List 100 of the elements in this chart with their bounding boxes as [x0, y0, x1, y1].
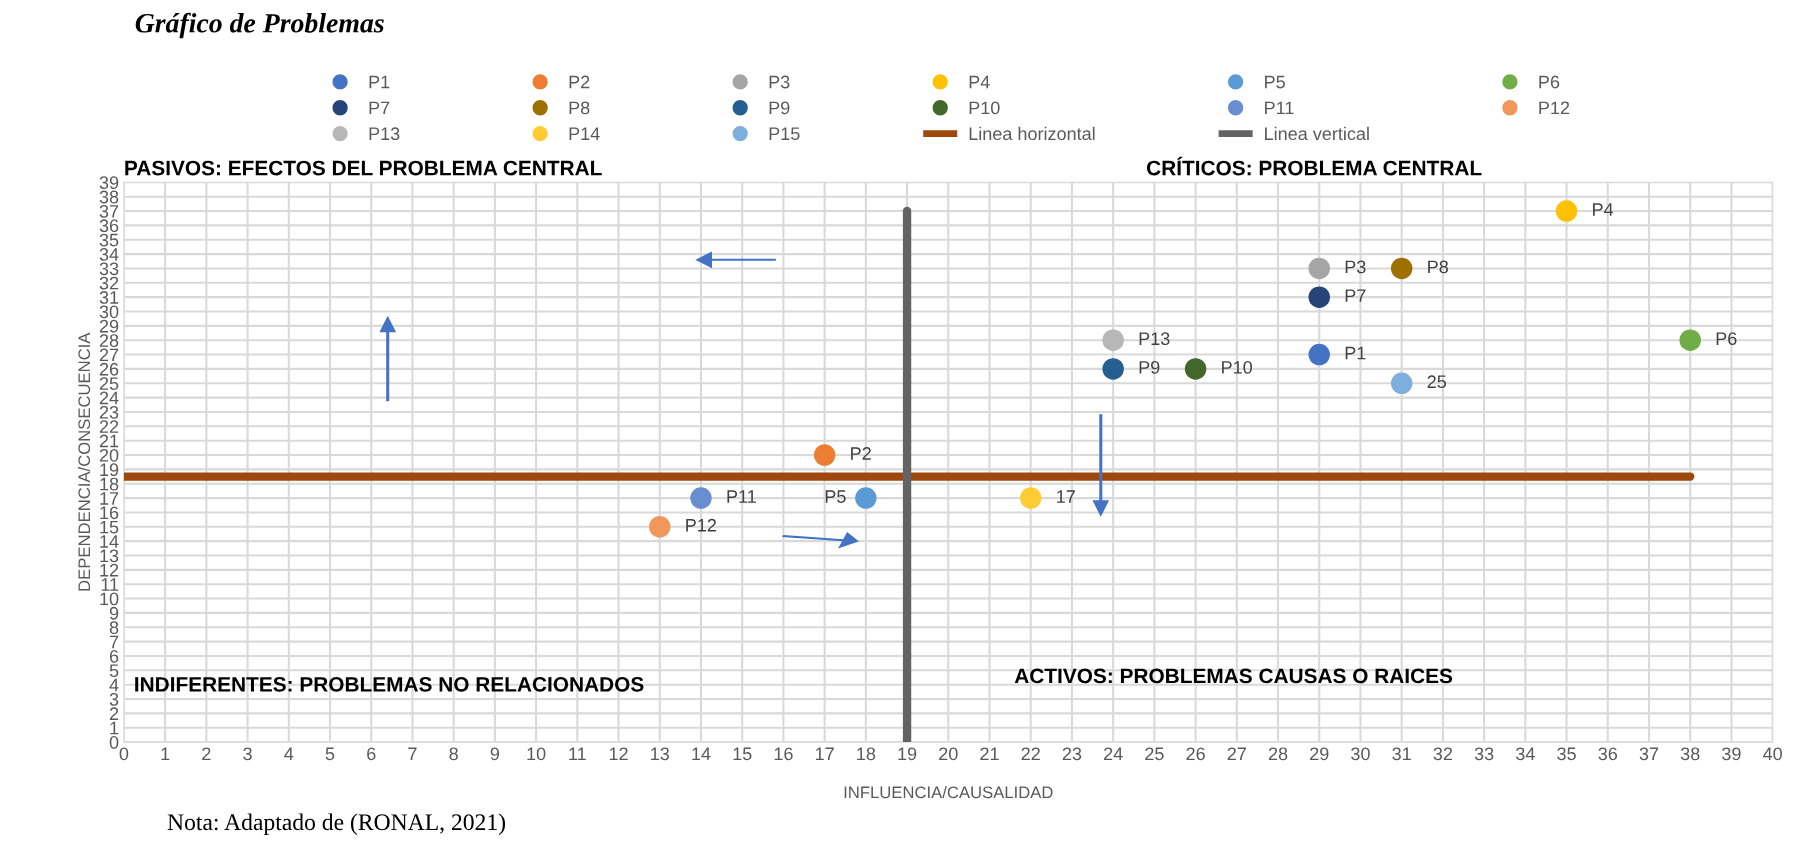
y-tick-label: 23: [99, 405, 119, 419]
x-tick-label: 38: [1680, 747, 1700, 761]
x-tick-label: 1: [161, 747, 170, 761]
legend-label: P2: [569, 75, 590, 89]
y-tick-label: 18: [100, 477, 119, 491]
y-tick-label: 26: [99, 362, 119, 376]
x-tick-label: 6: [367, 747, 376, 761]
point: [1679, 329, 1701, 351]
y-tick-label: 38: [99, 190, 119, 204]
legend-label: P4: [969, 75, 990, 89]
x-tick-label: 32: [1433, 747, 1453, 761]
y-tick-label: 32: [99, 276, 119, 290]
x-tick-label: 39: [1722, 747, 1741, 761]
data-label: P13: [1139, 332, 1170, 346]
x-tick-label: 12: [609, 747, 628, 761]
x-tick-label: 24: [1104, 747, 1123, 761]
x-tick-label: 17: [815, 747, 834, 761]
y-tick-label: 15: [100, 520, 119, 534]
x-tick-label: 3: [243, 747, 252, 761]
y-tick-label: 11: [101, 578, 119, 591]
point: [813, 444, 836, 466]
point: [690, 487, 712, 509]
point: [1019, 487, 1042, 509]
data-label: P12: [686, 518, 716, 532]
x-tick-label: 2: [202, 747, 211, 761]
x-tick-label: 40: [1763, 747, 1782, 761]
annotation: INDIFERENTES: PROBLEMAS NO RELACIONADOS: [135, 676, 644, 692]
legend-label: P15: [769, 127, 800, 141]
x-tick-label: 22: [1021, 747, 1040, 761]
data-label: P3: [1345, 260, 1366, 274]
y-tick-label: 25: [99, 377, 119, 390]
point: [1308, 343, 1331, 366]
legend-label: Linea vertical: [1265, 126, 1369, 141]
legend-label: P14: [569, 127, 600, 140]
x-tick-label: 28: [1268, 747, 1288, 761]
x-tick-label: 36: [1598, 747, 1618, 761]
x-tick-label: 34: [1515, 747, 1535, 761]
y-tick-label: 3: [109, 692, 119, 706]
data-label: P11: [727, 490, 756, 503]
y-tick-label: 9: [109, 606, 119, 620]
data-label: P8: [1428, 260, 1448, 274]
legend-label: P12: [1539, 101, 1570, 115]
text: Nota: Adaptado de (RONAL, 2021): [167, 813, 506, 835]
y-tick-label: 36: [99, 219, 119, 233]
legend-label: P10: [969, 101, 1000, 115]
x-tick-label: 10: [527, 747, 546, 761]
x-tick-label: 14: [692, 747, 711, 761]
y-tick-label: 1: [110, 721, 119, 735]
y-tick-label: 33: [99, 262, 119, 276]
legend-label: Linea horizontal: [969, 126, 1095, 141]
chart-title: Gráfico de Problemas: [135, 12, 384, 39]
y-tick-label: 5: [109, 664, 119, 678]
text: PASIVOS: EFECTOS DEL PROBLEMA CENTRAL: [125, 160, 602, 176]
point: [1102, 329, 1124, 351]
x-tick-label: 26: [1186, 747, 1205, 761]
x-tick-label: 11: [569, 747, 586, 761]
point: [1102, 358, 1124, 380]
x-tick-label: 33: [1474, 747, 1494, 761]
x-tick-label: 27: [1227, 747, 1246, 761]
data-label: P4: [1593, 203, 1614, 216]
x-tick-label: 8: [449, 747, 458, 761]
x-tick-label: 20: [939, 747, 958, 761]
y-tick-label: 30: [99, 305, 119, 319]
data-label: P5: [825, 490, 846, 503]
point: [1555, 200, 1578, 222]
y-tick-label: 7: [109, 635, 119, 649]
y-tick-label: 14: [100, 535, 119, 548]
annotation: ACTIVOS: PROBLEMAS CAUSAS O RAICES: [1014, 668, 1453, 684]
y-tick-label: 37: [99, 204, 119, 218]
x-axis-title: INFLUENCIA/CAUSALIDAD: [844, 786, 1053, 799]
x-tick-label: 4: [284, 747, 294, 761]
legend-label: P5: [1265, 75, 1285, 89]
y-tick-label: 31: [99, 291, 119, 304]
x-tick-label: 0: [119, 747, 129, 761]
x-tick-label: 19: [898, 747, 917, 761]
legend-label: P11: [1265, 101, 1294, 115]
text: CRÍTICOS: PROBLEMA CENTRAL: [1146, 156, 1482, 176]
y-axis-title: DEPENDENCIA/CONSECUENCIA: [77, 332, 91, 591]
legend-label: P13: [369, 127, 400, 141]
y-tick-label: 19: [100, 463, 119, 477]
legend-label: P3: [769, 75, 790, 89]
point: [1390, 257, 1413, 280]
y-tick-label: 13: [100, 549, 119, 563]
y-tick-label: 29: [99, 319, 119, 333]
x-tick-label: 25: [1145, 747, 1164, 761]
point: [1390, 372, 1413, 395]
legend-label: P1: [369, 75, 390, 89]
y-tick-label: 21: [99, 434, 119, 448]
x-tick-label: 37: [1639, 747, 1659, 761]
data-label: P1: [1345, 346, 1366, 360]
x-tick-label: 21: [980, 747, 999, 761]
y-tick-label: 6: [109, 649, 119, 663]
y-tick-label: 34: [99, 248, 119, 261]
data-label: P7: [1345, 289, 1366, 302]
y-tick-label: 17: [100, 492, 119, 505]
point: [649, 516, 671, 538]
x-tick-label: 5: [325, 747, 335, 761]
data-label: P6: [1716, 332, 1737, 346]
point: [1184, 358, 1207, 380]
data-label: P2: [851, 447, 871, 460]
